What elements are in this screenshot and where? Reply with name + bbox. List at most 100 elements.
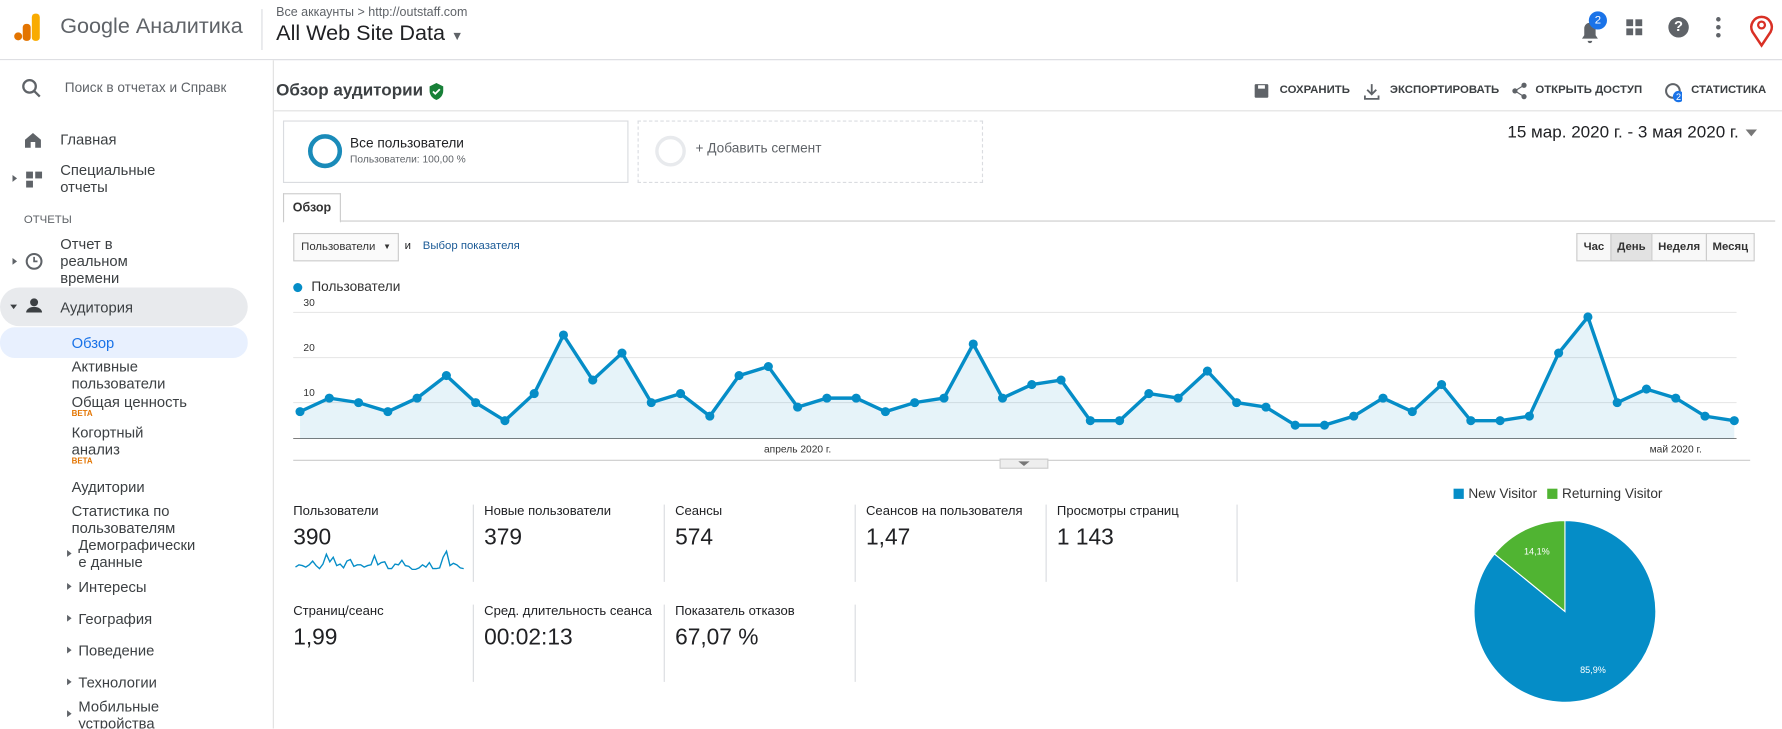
slice-label: 14,1% (1524, 547, 1550, 557)
segment-card[interactable] (282, 120, 629, 183)
metric-separator (472, 504, 474, 582)
nav-item[interactable]: Специальные отчеты (60, 161, 156, 196)
top-icons: 2 ? (1581, 11, 1774, 48)
top-bar (0, 0, 1782, 61)
point (1378, 393, 1388, 403)
breadcrumb[interactable]: Все аккаунты > http://outstaff.com (276, 5, 468, 20)
nav-sub-item[interactable]: Поведение (78, 642, 155, 660)
choose-metric[interactable]: Выбор показателя (422, 239, 520, 253)
nav-item[interactable]: Главная (60, 130, 117, 148)
nav-sub-item[interactable]: Когортный анализ (71, 423, 144, 459)
sidebar-icons (0, 78, 248, 718)
nav-sub-item[interactable]: География (78, 610, 153, 628)
point (1612, 398, 1622, 408)
notification-badge (1588, 11, 1607, 30)
metric-separator (663, 604, 665, 682)
nav-sub-item[interactable]: Демографические данные (78, 536, 196, 571)
y-tick-label: 20 (303, 343, 315, 354)
breadcrumb-url[interactable]: http://outstaff.com (368, 5, 468, 20)
metric-value: 1,99 (293, 625, 338, 651)
save-button[interactable]: СОХРАНИТЬ (1279, 84, 1350, 97)
metric-value: 1 143 (1056, 525, 1114, 551)
conjunction: и (404, 239, 411, 253)
segment-name[interactable]: Все пользователи (350, 135, 464, 152)
page-title: Обзор аудитории (276, 80, 424, 101)
logo (14, 13, 40, 41)
nav-sub-item[interactable]: Аудитории (71, 478, 145, 496)
nav-sub-item[interactable]: Активные пользователи (71, 357, 166, 393)
nav-sub-item[interactable]: Интересы (78, 578, 147, 596)
add-segment-card[interactable] (637, 120, 984, 183)
sidebar (0, 60, 274, 729)
insights-button[interactable]: СТАТИСТИКА (1691, 84, 1767, 97)
metric-value: 1,47 (865, 525, 911, 551)
divider (261, 9, 263, 51)
active-group (0, 287, 248, 327)
action-icons (1254, 82, 1682, 103)
nav-item[interactable]: Отчет в реальном времени (60, 235, 128, 287)
period-button[interactable]: Неделя (1651, 232, 1707, 262)
point (1554, 348, 1564, 358)
nav-sub-item[interactable]: Технологии (78, 673, 157, 691)
menu-icon[interactable] (1716, 17, 1721, 38)
point (734, 371, 744, 381)
pie-slice (1493, 519, 1566, 613)
metric-value: 574 (675, 525, 713, 551)
period-button[interactable]: Месяц (1705, 232, 1755, 262)
view-name[interactable]: All Web Site Data (276, 21, 446, 46)
legend-swatch (1453, 488, 1464, 499)
point (1173, 393, 1183, 403)
notification-count: 2 (1595, 14, 1601, 26)
point (383, 407, 393, 417)
view-selector[interactable]: All Web Site Data ▼ (276, 21, 464, 46)
point (295, 407, 305, 417)
apps-icon[interactable] (1626, 19, 1643, 36)
metric-value: 390 (293, 525, 332, 551)
tab[interactable]: Обзор (282, 193, 341, 223)
metric-value: 00:02:13 (484, 625, 573, 651)
point (1027, 380, 1037, 390)
y-tick-label: 10 (303, 388, 315, 399)
metric-select[interactable]: Пользователи ▼ (293, 232, 399, 262)
nav-sub-item[interactable]: Статистика по пользователям (71, 502, 176, 537)
search[interactable]: Поиск в отчетах и Справке (64, 79, 227, 96)
export-button[interactable]: ЭКСПОРТИРОВАТЬ (1389, 84, 1500, 97)
help-icon[interactable] (1668, 17, 1689, 38)
product-name: Google Аналитика (60, 14, 243, 39)
line (299, 313, 1735, 427)
add-segment[interactable]: + Добавить сегмент (695, 139, 822, 156)
nav-sub-item[interactable]: Общая ценность (71, 393, 187, 411)
metric-select-value[interactable]: Пользователи (301, 240, 376, 254)
point (1144, 389, 1154, 399)
metric-separator (854, 504, 856, 582)
point (1437, 380, 1447, 390)
date-arrow[interactable] (1744, 128, 1758, 137)
metric-label: Просмотры страниц (1056, 504, 1179, 519)
insights-count: 2 (1676, 92, 1681, 102)
point (1495, 416, 1505, 426)
metric-label: Показатель отказов (675, 604, 795, 619)
point (1671, 393, 1681, 403)
breadcrumb-accounts[interactable]: Все аккаунты (276, 5, 355, 20)
nav-sub-item[interactable]: Мобильные устройства (78, 697, 160, 729)
point (1232, 398, 1242, 408)
verified-icon (429, 82, 444, 101)
share-button[interactable]: ОТКРЫТЬ ДОСТУП (1535, 84, 1643, 97)
date-range[interactable]: 15 мар. 2020 г. - 3 мая 2020 г. (1507, 122, 1739, 143)
point (471, 398, 481, 408)
metric-label: Сред. длительность сеанса (484, 604, 652, 619)
point (968, 339, 978, 349)
metric-label: Пользователи (293, 504, 379, 519)
metric-separator (663, 504, 665, 582)
svg-text:?: ? (1674, 19, 1683, 35)
point (1290, 420, 1300, 430)
segment-icon (307, 134, 343, 169)
header-divider (273, 110, 1782, 112)
nav-sub-item[interactable]: Обзор (71, 334, 115, 352)
point (1319, 420, 1330, 430)
point (822, 393, 832, 403)
nav-item[interactable]: Аудитория (60, 298, 133, 316)
account-icon[interactable] (1750, 15, 1774, 48)
